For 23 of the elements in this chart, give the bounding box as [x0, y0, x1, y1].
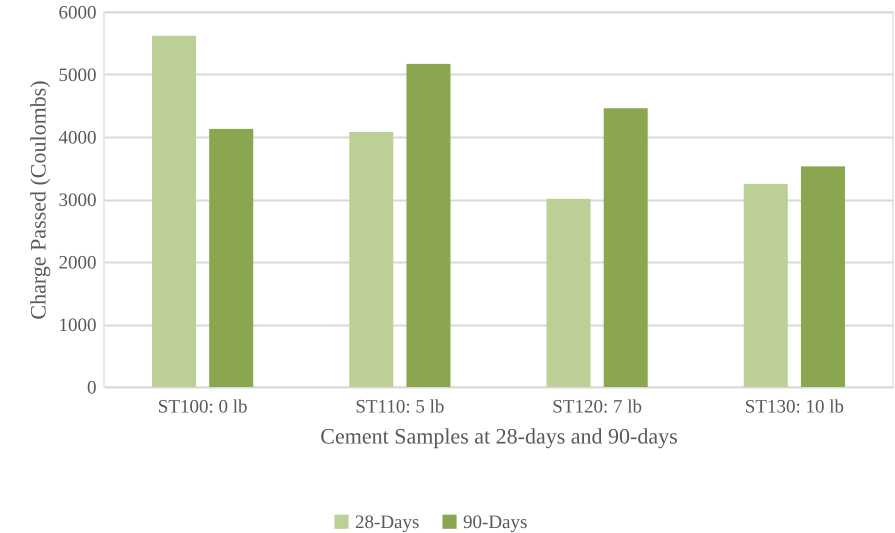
x-tick-label: ST110: 5 lb	[355, 396, 444, 418]
y-tick-label: 3000	[58, 190, 96, 211]
bar	[744, 184, 788, 387]
bar	[152, 36, 196, 387]
bar	[349, 132, 394, 387]
legend-label: 90-Days	[463, 512, 528, 533]
y-axis-title: Charge Passed (Coulombs)	[26, 80, 50, 320]
bar	[800, 166, 845, 387]
x-axis-title: Cement Samples at 28-days and 90-days	[320, 424, 678, 448]
x-tick-label: ST100: 0 lb	[158, 396, 248, 418]
y-tick-label: 2000	[58, 252, 96, 274]
y-tick-label: 0	[87, 378, 96, 398]
y-tick-label: 5000	[58, 65, 96, 86]
x-tick-label: ST130: 10 lb	[744, 396, 844, 418]
bar	[604, 108, 648, 387]
y-tick-label: 4000	[58, 128, 96, 148]
x-tick-label: ST120: 7 lb	[552, 396, 642, 418]
bar	[406, 64, 450, 387]
y-tick-label: 6000	[58, 2, 96, 24]
legend-label: 28-Days	[355, 512, 420, 533]
y-tick-label: 1000	[58, 315, 96, 336]
bar	[546, 198, 591, 387]
bar	[209, 128, 254, 387]
